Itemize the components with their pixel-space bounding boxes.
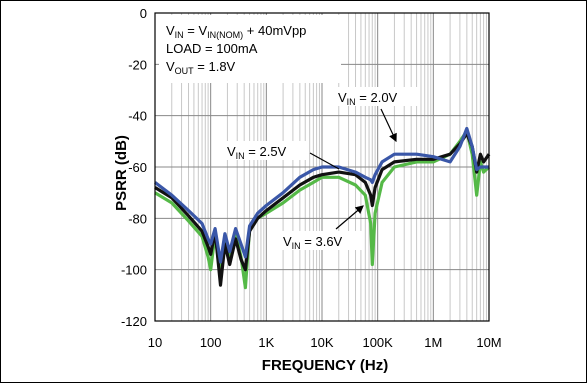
conditions-box: [159, 15, 341, 83]
label-vin-2v0-bg: [334, 87, 418, 106]
label-vin-2v0: VIN = 2.0V: [338, 90, 398, 107]
x-tick-label: 1M: [424, 335, 442, 350]
x-tick-label: 10M: [476, 335, 501, 350]
y-axis-title: PSRR (dB): [113, 135, 130, 211]
arrow-vin-2v0: [380, 108, 397, 143]
condition-vin: VIN = VIN(NOM) + 40mVpp: [166, 23, 306, 40]
y-tick-label: -20: [128, 57, 147, 72]
label-vin-2v5: VIN = 2.5V: [227, 144, 287, 161]
x-axis-title: FREQUENCY (Hz): [262, 357, 388, 374]
y-tick-label: -120: [121, 314, 147, 329]
arrow-vin-3v6: [335, 205, 364, 230]
x-tick-label: 100K: [362, 335, 393, 350]
series-line-2: [154, 126, 489, 264]
condition-vout: VOUT = 1.8V: [166, 59, 236, 76]
y-tick-label: 0: [140, 6, 147, 21]
y-tick-label: -80: [128, 211, 147, 226]
x-tick-label: 100: [200, 335, 222, 350]
label-vin-2v5-bg: [223, 141, 307, 160]
y-tick-label: -100: [121, 263, 147, 278]
x-axis-ticks: 10 100 1K 10K 100K 1M 10M: [148, 335, 502, 350]
y-axis-ticks: 0 -20 -40 -60 -80 -100 -120: [121, 6, 147, 329]
y-tick-label: -40: [128, 109, 147, 124]
label-vin-3v6: VIN = 3.6V: [283, 234, 343, 251]
plot-border: [154, 12, 490, 322]
x-tick-label: 1K: [258, 335, 274, 350]
x-tick-label: 10K: [310, 335, 333, 350]
condition-load: LOAD = 100mA: [166, 41, 258, 56]
arrow-vin-2v5: [309, 152, 340, 170]
y-tick-label: -60: [128, 160, 147, 175]
label-vin-3v6-bg: [279, 231, 363, 250]
x-tick-label: 10: [148, 335, 162, 350]
data-series: [154, 126, 491, 290]
